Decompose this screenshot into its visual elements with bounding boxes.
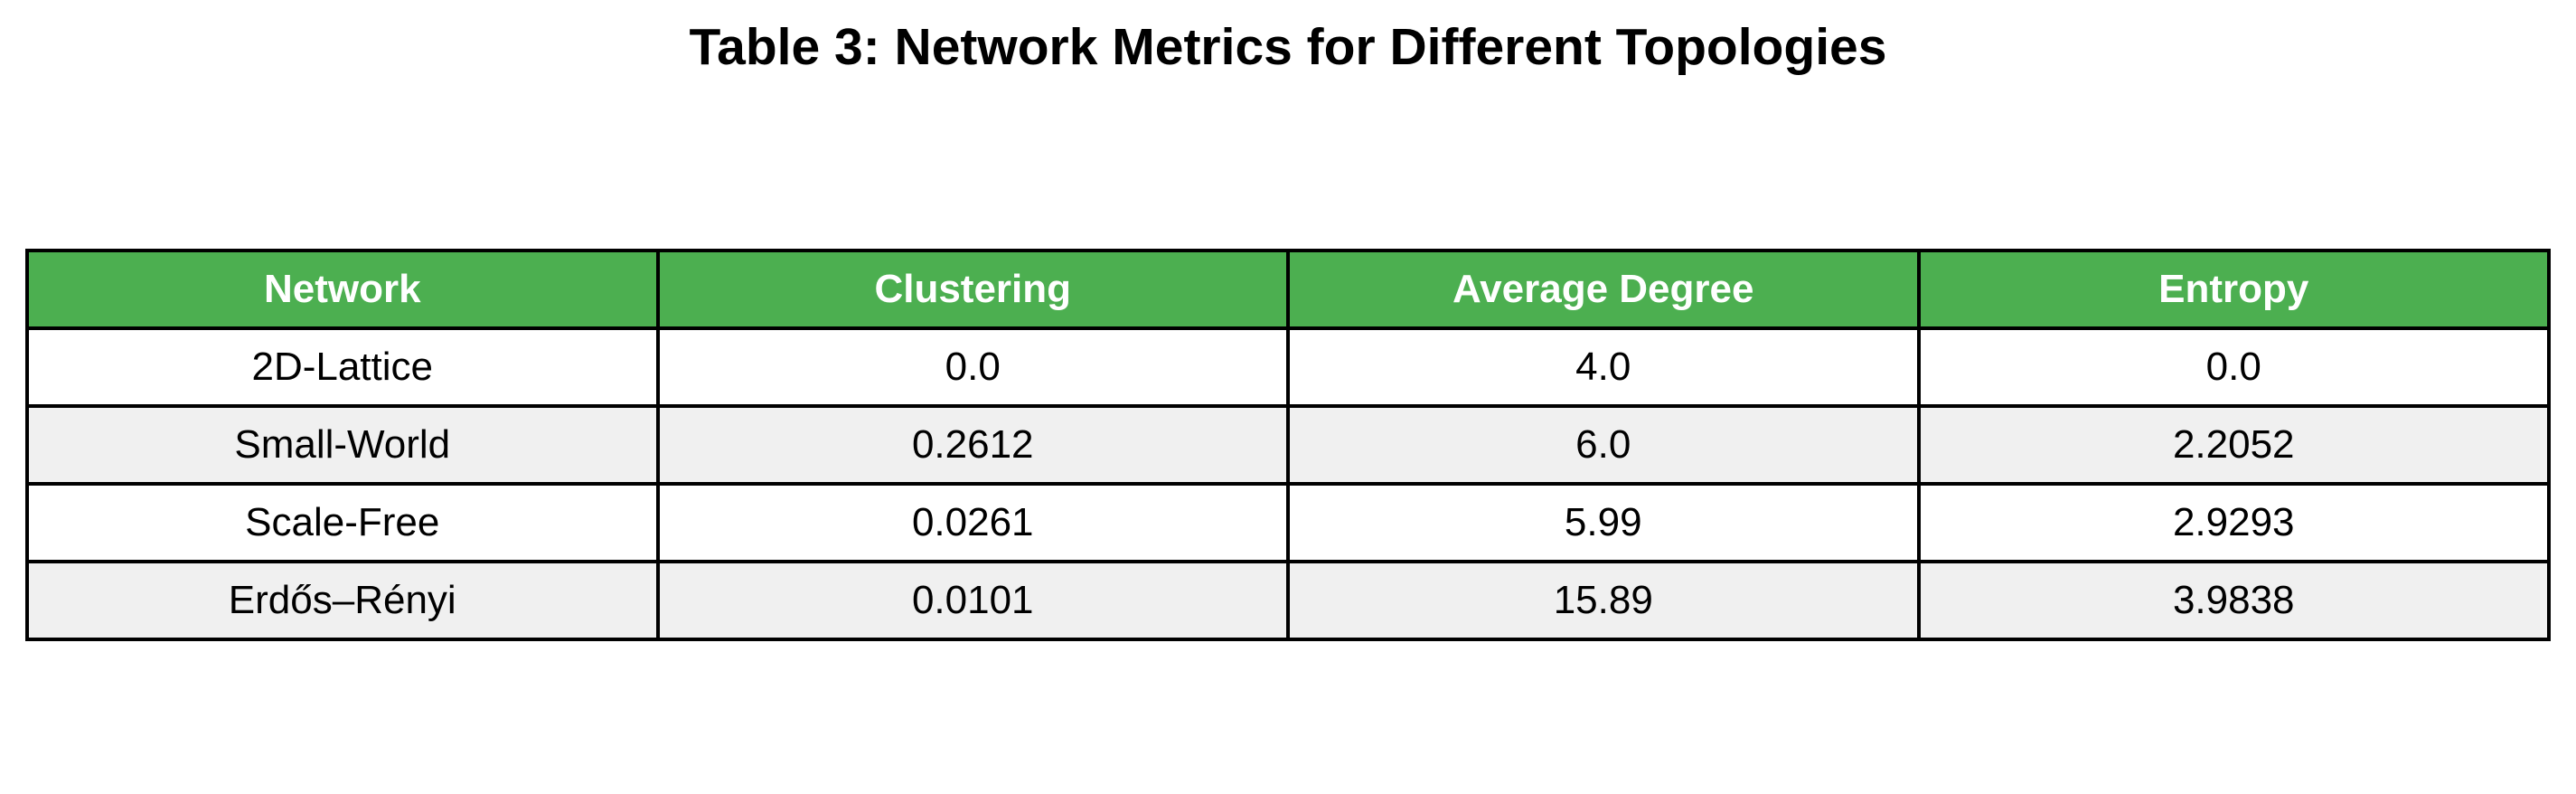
- cell-clustering: 0.0: [655, 326, 1290, 408]
- header-row: Network Clustering Average Degree Entrop…: [25, 249, 2551, 330]
- cell-entropy: 3.9838: [1916, 560, 2551, 641]
- cell-average-degree: 15.89: [1286, 560, 1921, 641]
- cell-network: Erdős–Rényi: [25, 560, 660, 641]
- cell-average-degree: 6.0: [1286, 404, 1921, 486]
- column-header-average-degree: Average Degree: [1286, 249, 1921, 330]
- table-row: Scale-Free 0.0261 5.99 2.9293: [25, 482, 2551, 563]
- cell-clustering: 0.0101: [655, 560, 1290, 641]
- cell-entropy: 2.9293: [1916, 482, 2551, 563]
- table-row: Erdős–Rényi 0.0101 15.89 3.9838: [25, 560, 2551, 641]
- table-title: Table 3: Network Metrics for Different T…: [689, 18, 1887, 76]
- cell-network: Small-World: [25, 404, 660, 486]
- cell-entropy: 0.0: [1916, 326, 2551, 408]
- table-body: 2D-Lattice 0.0 4.0 0.0 Small-World 0.261…: [25, 326, 2551, 641]
- cell-clustering: 0.2612: [655, 404, 1290, 486]
- column-header-network: Network: [25, 249, 660, 330]
- table-row: 2D-Lattice 0.0 4.0 0.0: [25, 326, 2551, 408]
- table-row: Small-World 0.2612 6.0 2.2052: [25, 404, 2551, 486]
- cell-network: Scale-Free: [25, 482, 660, 563]
- cell-average-degree: 4.0: [1286, 326, 1921, 408]
- network-metrics-table: Network Clustering Average Degree Entrop…: [25, 249, 2551, 641]
- cell-network: 2D-Lattice: [25, 326, 660, 408]
- column-header-clustering: Clustering: [655, 249, 1290, 330]
- cell-clustering: 0.0261: [655, 482, 1290, 563]
- cell-average-degree: 5.99: [1286, 482, 1921, 563]
- column-header-entropy: Entropy: [1916, 249, 2551, 330]
- cell-entropy: 2.2052: [1916, 404, 2551, 486]
- table-header: Network Clustering Average Degree Entrop…: [25, 249, 2551, 330]
